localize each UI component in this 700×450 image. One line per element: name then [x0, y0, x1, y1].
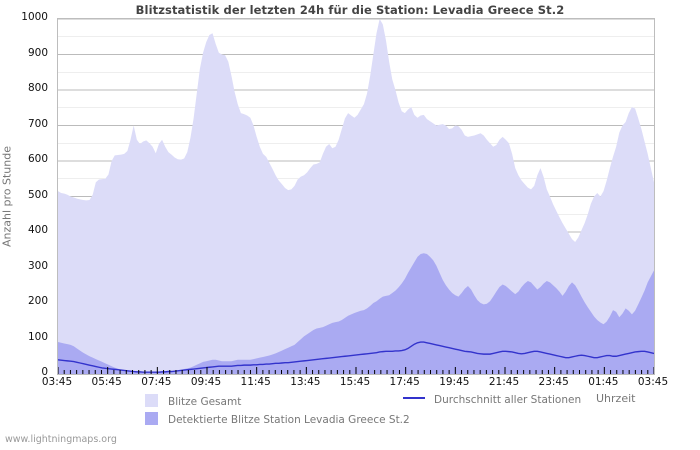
y-tick-label: 700	[27, 117, 48, 130]
y-tick-label: 500	[27, 188, 48, 201]
area-detektierte-blitze-station	[58, 253, 654, 374]
y-tick-label: 600	[27, 153, 48, 165]
legend-swatch-total	[145, 394, 158, 407]
y-tick-label: 200	[27, 295, 48, 307]
legend-label-station: Detektierte Blitze Station Levadia Greec…	[168, 414, 410, 426]
legend-line-average	[403, 397, 425, 399]
area-blitze-gesamt	[58, 19, 654, 374]
x-tick-label: 09:45	[190, 376, 222, 388]
x-tick-label: 15:45	[339, 376, 371, 388]
plot-svg	[58, 19, 654, 374]
legend-swatch-station	[145, 412, 158, 425]
x-tick-label: 07:45	[141, 376, 172, 388]
y-tick-label: 300	[27, 259, 48, 272]
x-tick-label: 23:45	[538, 376, 569, 388]
y-tick-label: 400	[27, 224, 48, 236]
y-tick-label: 1000	[21, 11, 48, 23]
x-tick-label: 03:45	[637, 376, 669, 388]
x-tick-label: 03:45	[41, 376, 73, 388]
y-tick-label: 100	[27, 330, 48, 343]
y-tick-label: 900	[27, 46, 48, 59]
line-durchschnitt-aller-stationen	[58, 341, 654, 373]
plot-area	[57, 18, 655, 375]
axis-tickmarks	[58, 367, 654, 374]
y-tick-label: 0	[41, 366, 48, 378]
y-tick-label: 800	[27, 82, 48, 94]
legend-item-total: Blitze Gesamt	[145, 394, 241, 408]
x-tick-label: 19:45	[439, 376, 470, 388]
x-tick-label: 05:45	[91, 376, 122, 388]
legend-label-average: Durchschnitt aller Stationen	[434, 394, 582, 406]
legend-item-station: Detektierte Blitze Station Levadia Greec…	[145, 412, 410, 426]
x-tick-label: 17:45	[389, 376, 420, 388]
x-tick-label: 13:45	[290, 376, 321, 388]
x-tick-label: 11:45	[240, 376, 271, 388]
chart-title: Blitzstatistik der letzten 24h für die S…	[135, 3, 565, 17]
watermark: www.lightningmaps.org	[5, 434, 117, 445]
legend-label-total: Blitze Gesamt	[168, 396, 242, 408]
x-tick-label: 21:45	[488, 376, 520, 388]
x-axis-label: Uhrzeit	[596, 392, 636, 405]
x-tick-label: 01:45	[588, 376, 619, 388]
legend-item-average: Durchschnitt aller Stationen	[403, 394, 581, 406]
chart-legend: Blitze Gesamt Detektierte Blitze Station…	[0, 392, 700, 432]
